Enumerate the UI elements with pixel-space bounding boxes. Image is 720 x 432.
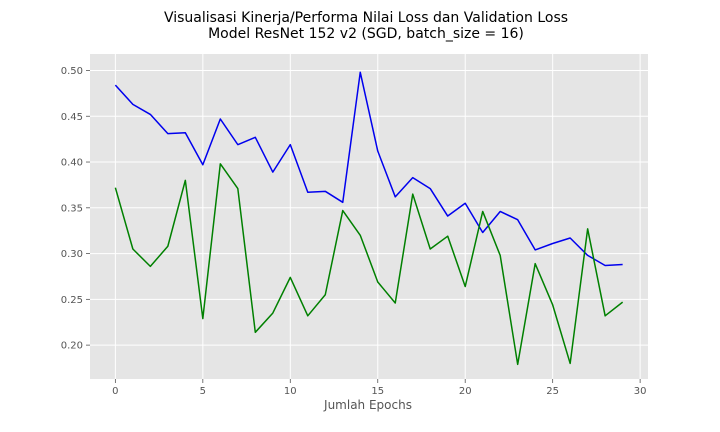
plot-area [90, 54, 648, 379]
y-tick-label: 0.30 [61, 249, 83, 260]
x-tick-label: 15 [371, 386, 384, 397]
x-tick-label: 20 [459, 386, 472, 397]
y-tick-label: 0.50 [61, 66, 83, 77]
y-tick-label: 0.45 [61, 112, 83, 123]
chart-subtitle: Model ResNet 152 v2 (SGD, batch_size = 1… [208, 26, 524, 42]
x-tick-label: 30 [634, 386, 647, 397]
x-tick-label: 25 [546, 386, 559, 397]
y-tick-label: 0.20 [61, 341, 83, 352]
chart-title: Visualisasi Kinerja/Performa Nilai Loss … [164, 10, 568, 26]
ticks-layer: 0 5 10 15 20 25 30 0.20 0.25 0.30 0.35 0.40 0.45 0.50 [61, 66, 647, 397]
y-tick-label: 0.35 [61, 203, 83, 214]
x-tick-label: 10 [284, 386, 297, 397]
grid-layer [90, 54, 648, 379]
x-axis-label: Jumlah Epochs [323, 398, 412, 412]
series-line-1 [114, 71, 623, 267]
series-line-2 [114, 163, 624, 366]
x-tick-label: 5 [200, 386, 206, 397]
series-layer [114, 71, 624, 366]
y-tick-label: 0.40 [61, 158, 83, 169]
y-tick-label: 0.25 [61, 295, 83, 306]
x-tick-label: 0 [112, 386, 118, 397]
